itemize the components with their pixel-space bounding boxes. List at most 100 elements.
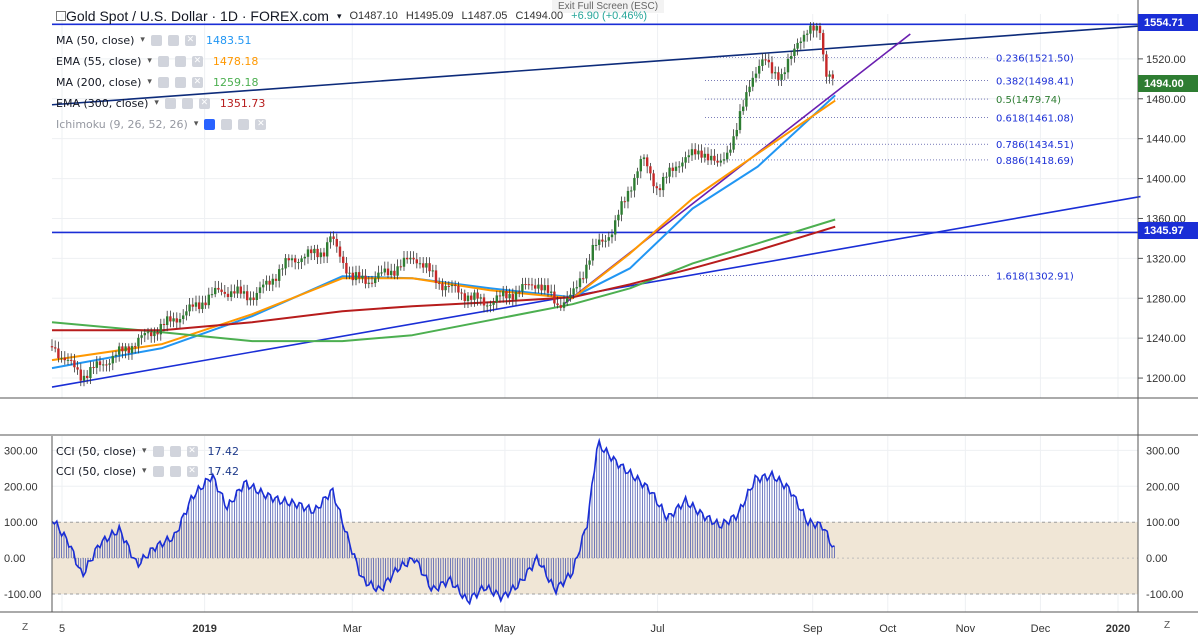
eye-icon[interactable] (157, 76, 169, 88)
candle-body (802, 34, 806, 42)
collapse-icon[interactable] (56, 11, 66, 21)
candle-body (127, 346, 130, 353)
close-icon[interactable]: ✕ (191, 55, 203, 67)
candle-body (444, 285, 447, 291)
candle-body (505, 291, 508, 299)
price-tick-label: 1240.00 (1146, 333, 1186, 345)
auto-scale-icon[interactable]: Z (1164, 620, 1171, 631)
candle-body (530, 284, 534, 286)
close-icon[interactable]: ✕ (191, 76, 203, 88)
legend-ichimoku[interactable]: Ichimoku (9, 26, 52, 26) ▾ ✕ (56, 115, 267, 133)
legend-cci-1[interactable]: CCI (50, close) ▾ ✕ 17.42 (56, 442, 239, 460)
candle-body (303, 256, 306, 259)
legend-ma200[interactable]: MA (200, close) ▾ ✕ 1259.18 (56, 73, 258, 91)
settings-icon[interactable] (221, 118, 233, 130)
candle-body (428, 263, 431, 272)
candle-body (53, 347, 57, 349)
price-tick-label: 1280.00 (1146, 293, 1186, 305)
chevron-down-icon[interactable]: ▾ (140, 35, 145, 45)
candle-body (773, 72, 777, 74)
cci-axis[interactable]: 300.00 300.00 200.00 200.00 100.00 100.00 0.00… (4, 445, 1183, 601)
symbol-title[interactable]: Gold Spot / U.S. Dollar · 1D · FOREX.com (66, 8, 329, 24)
horizontal-lines[interactable] (52, 23, 1138, 234)
candle-body (261, 284, 265, 288)
chevron-down-icon[interactable]: ▾ (142, 446, 147, 456)
legend-cci-2[interactable]: CCI (50, close) ▾ ✕ 17.42 (56, 462, 239, 480)
close-icon[interactable]: ✕ (186, 445, 198, 457)
eye-icon[interactable] (157, 55, 169, 67)
close-icon[interactable]: ✕ (198, 97, 210, 109)
candle-body (354, 272, 358, 281)
candle-body (585, 264, 588, 279)
time-axis[interactable]: 5 2019 Mar May Jul Sep Oct Nov Dec 2020 (59, 623, 1130, 635)
exit-fullscreen-button[interactable]: Exit Full Screen (ESC) (552, 0, 665, 13)
chevron-down-icon[interactable]: ▾ (336, 10, 342, 21)
candle-body (361, 275, 364, 279)
candle-body (396, 266, 399, 276)
indicator-name: EMA (55, close) (56, 54, 142, 68)
candle-body (57, 348, 60, 359)
candle-body (284, 258, 287, 269)
settings-icon[interactable] (174, 55, 186, 67)
settings-icon[interactable] (169, 465, 181, 477)
price-axis[interactable]: 1200.001240.001280.001320.001360.001400.… (1146, 54, 1186, 385)
candle-body (297, 262, 300, 264)
candle-body (527, 284, 530, 286)
chevron-down-icon[interactable]: ▾ (154, 98, 159, 108)
fib-label-0.786: 0.786(1434.51) (996, 140, 1074, 151)
chevron-down-icon[interactable]: ▾ (147, 56, 152, 66)
candle-body (460, 292, 463, 294)
candle-body (575, 287, 578, 289)
close-icon[interactable]: ✕ (255, 118, 267, 130)
chevron-down-icon[interactable]: ▾ (193, 119, 199, 129)
eye-icon[interactable] (150, 34, 162, 46)
candle-body (498, 295, 502, 297)
candle-body (809, 25, 812, 34)
candle-body (367, 282, 370, 284)
close-icon[interactable]: ✕ (186, 465, 198, 477)
eye-icon[interactable] (164, 97, 176, 109)
candle-body (479, 297, 482, 299)
candle-body (111, 355, 114, 364)
chevron-down-icon[interactable]: ▾ (147, 77, 152, 87)
candle-body (313, 248, 316, 254)
cci-tick-label: 100.00 (1146, 517, 1180, 529)
legend-ema300[interactable]: EMA (300, close) ▾ ✕ 1351.73 (56, 94, 265, 112)
settings-icon[interactable] (181, 97, 193, 109)
candle-body (722, 159, 726, 161)
timezone-icon[interactable]: Z (22, 622, 29, 633)
cci-tick-label-left: -100.00 (4, 589, 41, 601)
candle-body (828, 74, 831, 77)
candle-body (172, 318, 175, 322)
hidden-eye-icon[interactable] (204, 118, 216, 130)
close-icon[interactable]: ✕ (184, 34, 196, 46)
resistance-price-tag: 1554.71 (1138, 14, 1198, 31)
candle-body (665, 176, 668, 178)
legend-ema55[interactable]: EMA (55, close) ▾ ✕ 1478.18 (56, 52, 258, 70)
indicator-name: Ichimoku (9, 26, 52, 26) (56, 117, 188, 131)
candle-body (729, 149, 732, 153)
series-ema-300-close- (52, 225, 836, 332)
candle-body (92, 367, 95, 369)
candle-body (188, 304, 191, 312)
candle-body (671, 167, 674, 171)
candle-body (457, 285, 460, 293)
settings-icon[interactable] (174, 76, 186, 88)
candle-body (719, 160, 722, 163)
eye-icon[interactable] (152, 445, 164, 457)
source-icon[interactable] (238, 118, 250, 130)
candle-body (217, 287, 220, 290)
chevron-down-icon[interactable]: ▾ (142, 466, 147, 476)
eye-icon[interactable] (152, 465, 164, 477)
settings-icon[interactable] (167, 34, 179, 46)
candle-body (197, 302, 201, 310)
candle-body (613, 220, 617, 235)
high-value: H1495.09 (405, 10, 454, 22)
legend-ma50[interactable]: MA (50, close) ▾ ✕ 1483.51 (56, 31, 251, 49)
candle-body (357, 272, 361, 279)
candle-body (153, 332, 156, 337)
candle-body (463, 293, 466, 301)
settings-icon[interactable] (169, 445, 181, 457)
candle-body (169, 316, 172, 322)
